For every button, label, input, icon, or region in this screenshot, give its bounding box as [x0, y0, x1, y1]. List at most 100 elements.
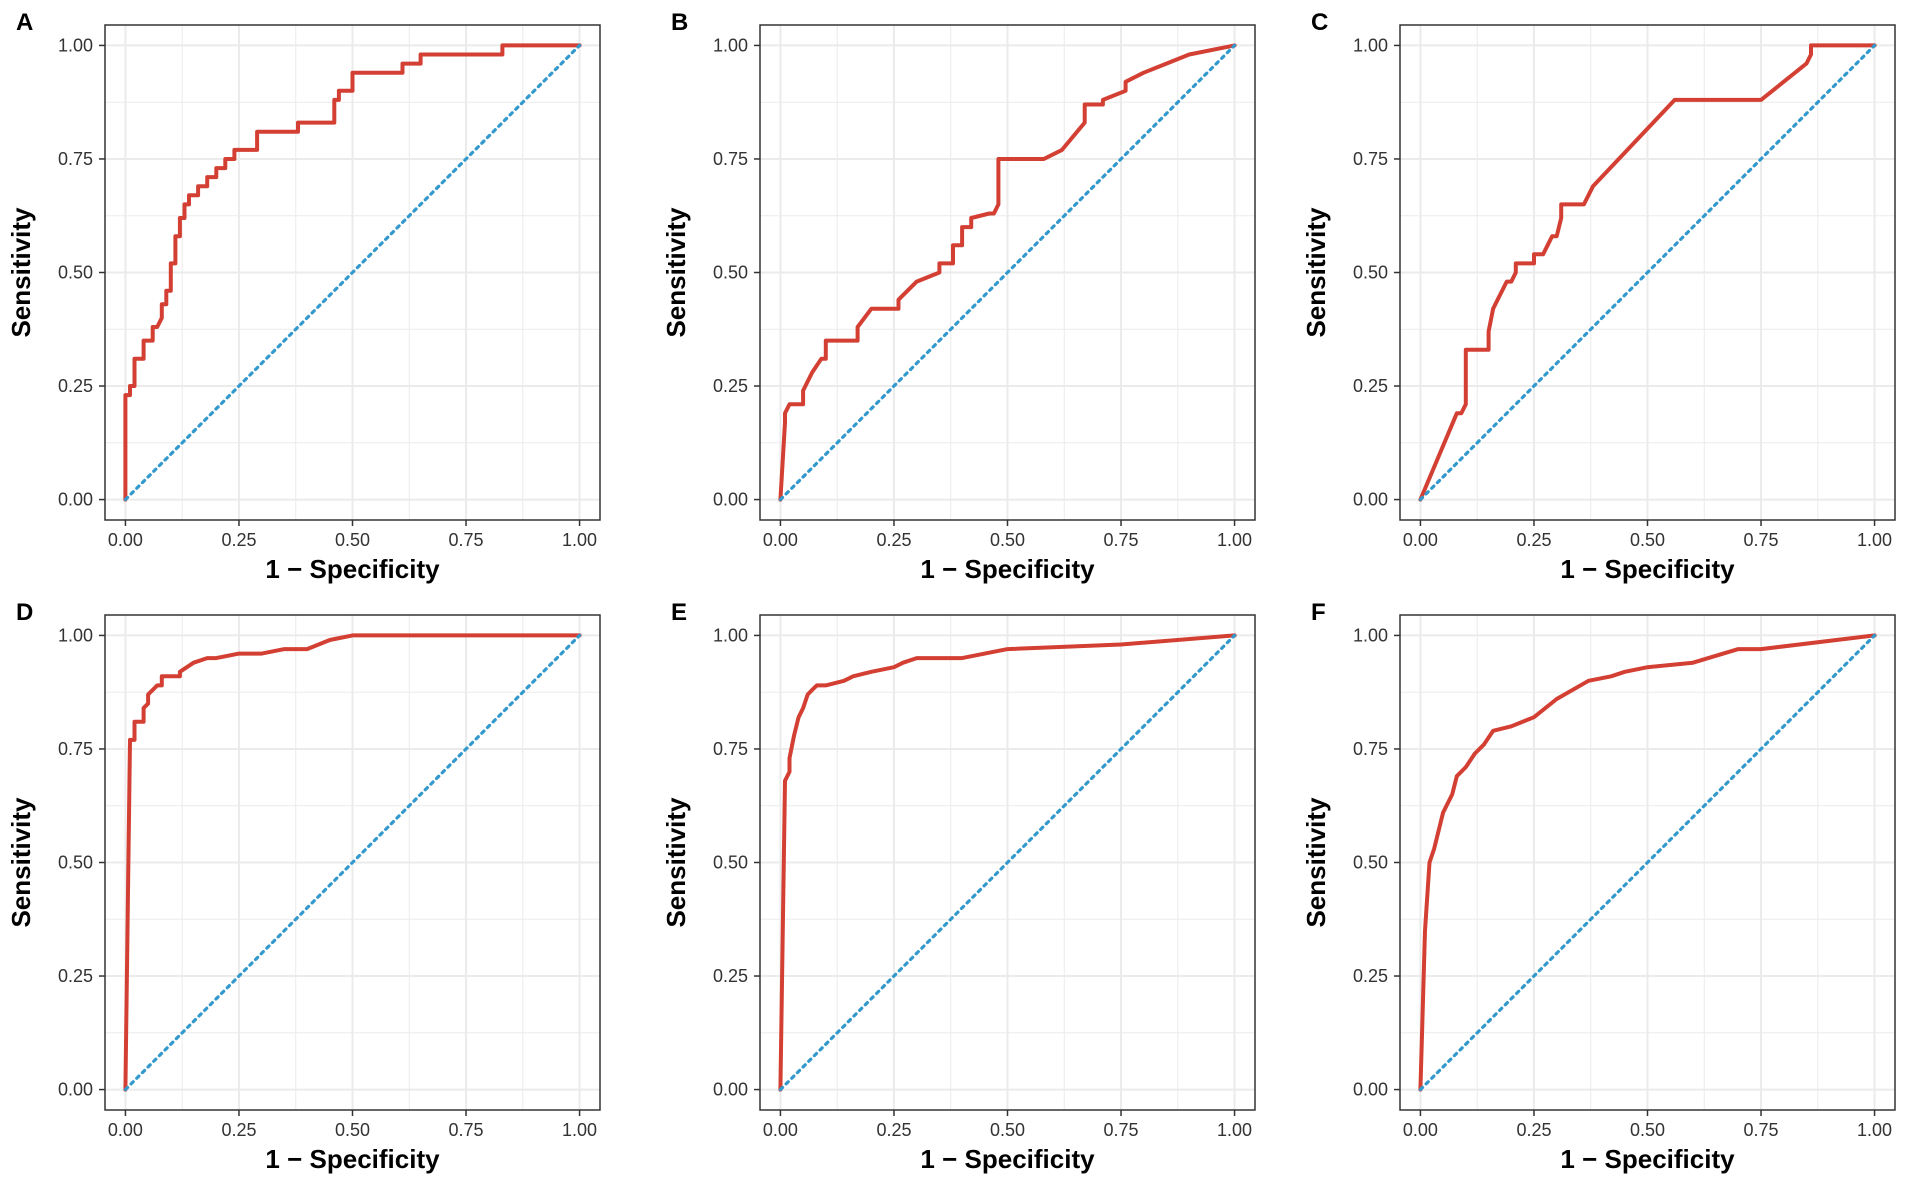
x-axis-title: 1 − Specificity	[265, 1144, 440, 1174]
roc-chart-e: 0.00 0.25 0.50 0.75 1.00 0.00 0.25 0.50 0.75 1.00…	[661, 599, 1256, 1174]
x-tick-label: 0.00	[763, 1120, 798, 1140]
roc-curve	[123, 43, 582, 502]
roc-panel-c: 0.00 0.25 0.50 0.75 1.00 0.00 0.25 0.50 0.75 1.00…	[1295, 0, 1907, 590]
x-tick-label: 0.25	[1516, 530, 1551, 550]
roc-curve	[1418, 43, 1877, 502]
x-tick-label: 0.00	[763, 530, 798, 550]
y-tick-label: 0.75	[58, 149, 93, 169]
y-tick-label: 0.50	[713, 263, 748, 283]
roc-chart-c: 0.00 0.25 0.50 0.75 1.00 0.00 0.25 0.50 0.75 1.00…	[1301, 9, 1896, 584]
roc-chart-b: 0.00 0.25 0.50 0.75 1.00 0.00 0.25 0.50 0.75 1.00…	[661, 9, 1256, 584]
x-tick-label: 0.25	[221, 1120, 256, 1140]
reference-diagonal-line	[778, 43, 1237, 502]
y-tick-label: 1.00	[1353, 35, 1388, 55]
y-tick-label: 0.75	[713, 739, 748, 759]
x-tick-label: 1.00	[562, 1120, 597, 1140]
reference-diagonal-line	[1418, 43, 1877, 502]
y-tick-label: 0.50	[1353, 853, 1388, 873]
y-axis-title: Sensitivity	[661, 207, 691, 338]
x-tick-label: 0.25	[221, 530, 256, 550]
panel-letter: B	[671, 9, 688, 36]
y-axis-title: Sensitivity	[661, 797, 691, 928]
roc-curve	[1418, 633, 1877, 1092]
x-tick-label: 0.50	[990, 1120, 1025, 1140]
x-tick-label: 1.00	[1857, 530, 1892, 550]
y-axis-title: Sensitivity	[1301, 797, 1331, 928]
y-tick-label: 0.50	[713, 853, 748, 873]
x-tick-label: 1.00	[1217, 530, 1252, 550]
panel-letter: E	[671, 599, 687, 626]
y-tick-label: 0.75	[1353, 149, 1388, 169]
y-tick-label: 0.25	[713, 376, 748, 396]
reference-diagonal-line	[123, 43, 582, 502]
y-axis-title: Sensitivity	[6, 797, 36, 928]
y-axis-title: Sensitivity	[6, 207, 36, 338]
y-tick-label: 1.00	[713, 625, 748, 645]
reference-diagonal-line	[1418, 633, 1877, 1092]
roc-curve	[123, 633, 582, 1092]
x-tick-label: 0.75	[1744, 530, 1779, 550]
roc-curve	[778, 633, 1237, 1092]
x-tick-label: 0.75	[1104, 530, 1139, 550]
x-tick-label: 1.00	[1857, 1120, 1892, 1140]
reference-diagonal-line	[123, 633, 582, 1092]
x-axis-title: 1 − Specificity	[920, 1144, 1095, 1174]
x-axis-title: 1 − Specificity	[1560, 1144, 1735, 1174]
x-tick-label: 0.00	[1403, 1120, 1438, 1140]
roc-curve	[778, 43, 1237, 502]
roc-panel-f: 0.00 0.25 0.50 0.75 1.00 0.00 0.25 0.50 0.75 1.00…	[1295, 590, 1907, 1180]
y-tick-label: 0.75	[1353, 739, 1388, 759]
y-axis-title: Sensitivity	[1301, 207, 1331, 338]
x-tick-label: 0.50	[335, 1120, 370, 1140]
y-tick-label: 0.00	[713, 490, 748, 510]
roc-panel-d: 0.00 0.25 0.50 0.75 1.00 0.00 0.25 0.50 0.75 1.00…	[0, 590, 635, 1180]
y-tick-label: 0.75	[58, 739, 93, 759]
roc-chart-a: 0.00 0.25 0.50 0.75 1.00 0.00 0.25 0.50 0.75 1.00…	[6, 9, 601, 584]
x-axis-title: 1 − Specificity	[265, 554, 440, 584]
x-tick-label: 0.25	[876, 530, 911, 550]
y-tick-label: 1.00	[58, 625, 93, 645]
panel-letter: D	[16, 599, 33, 626]
y-tick-label: 1.00	[713, 35, 748, 55]
panel-letter: A	[16, 9, 33, 36]
roc-panel-a: 0.00 0.25 0.50 0.75 1.00 0.00 0.25 0.50 0.75 1.00…	[0, 0, 635, 590]
y-tick-label: 0.50	[1353, 263, 1388, 283]
roc-chart-f: 0.00 0.25 0.50 0.75 1.00 0.00 0.25 0.50 0.75 1.00…	[1301, 599, 1896, 1174]
y-tick-label: 0.00	[1353, 1080, 1388, 1100]
x-tick-label: 0.75	[1744, 1120, 1779, 1140]
panel-letter: F	[1311, 599, 1326, 626]
x-tick-label: 0.00	[108, 530, 143, 550]
y-tick-label: 0.50	[58, 853, 93, 873]
y-tick-label: 0.00	[58, 1080, 93, 1100]
y-tick-label: 0.25	[1353, 376, 1388, 396]
x-tick-label: 0.00	[1403, 530, 1438, 550]
x-tick-label: 0.00	[108, 1120, 143, 1140]
y-tick-label: 0.25	[58, 376, 93, 396]
roc-panel-b: 0.00 0.25 0.50 0.75 1.00 0.00 0.25 0.50 0.75 1.00…	[655, 0, 1290, 590]
y-tick-label: 1.00	[58, 35, 93, 55]
y-tick-label: 0.00	[1353, 490, 1388, 510]
panel-letter: C	[1311, 9, 1328, 36]
y-tick-label: 0.75	[713, 149, 748, 169]
y-tick-label: 0.50	[58, 263, 93, 283]
y-tick-label: 0.25	[58, 966, 93, 986]
x-tick-label: 0.25	[1516, 1120, 1551, 1140]
roc-panel-e: 0.00 0.25 0.50 0.75 1.00 0.00 0.25 0.50 0.75 1.00…	[655, 590, 1290, 1180]
x-axis-title: 1 − Specificity	[1560, 554, 1735, 584]
reference-diagonal-line	[778, 633, 1237, 1092]
y-tick-label: 0.00	[58, 490, 93, 510]
y-tick-label: 0.00	[713, 1080, 748, 1100]
x-tick-label: 0.25	[876, 1120, 911, 1140]
x-tick-label: 0.50	[990, 530, 1025, 550]
x-tick-label: 0.75	[449, 1120, 484, 1140]
roc-chart-d: 0.00 0.25 0.50 0.75 1.00 0.00 0.25 0.50 0.75 1.00…	[6, 599, 601, 1174]
y-tick-label: 0.25	[1353, 966, 1388, 986]
x-tick-label: 0.75	[1104, 1120, 1139, 1140]
x-tick-label: 0.50	[1630, 1120, 1665, 1140]
x-tick-label: 1.00	[562, 530, 597, 550]
x-tick-label: 0.50	[1630, 530, 1665, 550]
y-tick-label: 1.00	[1353, 625, 1388, 645]
x-tick-label: 0.50	[335, 530, 370, 550]
x-tick-label: 0.75	[449, 530, 484, 550]
